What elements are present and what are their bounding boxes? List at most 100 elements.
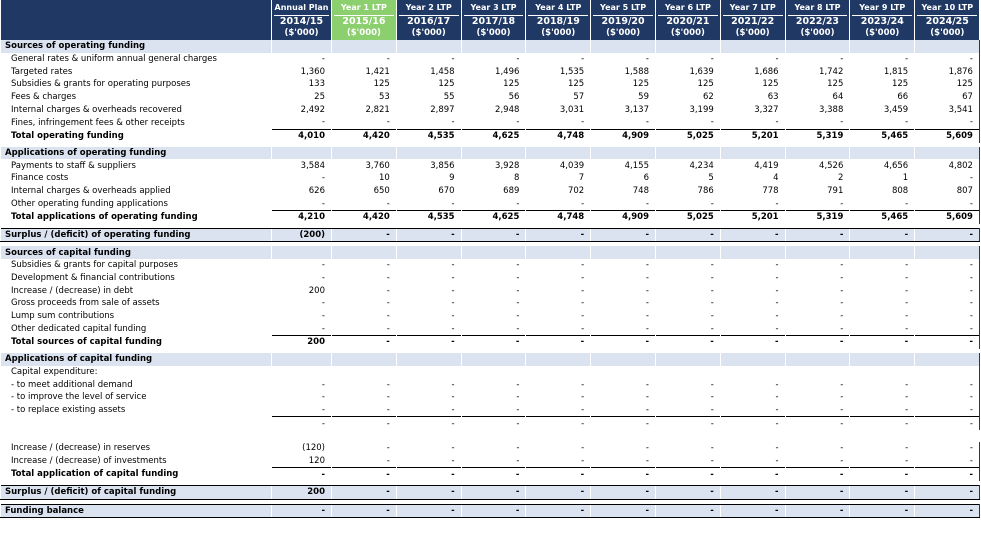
spacer-row bbox=[0, 481, 980, 486]
value-cell: - bbox=[395, 416, 462, 430]
value-cell: - bbox=[395, 390, 462, 404]
column-header-year: 2023/24 bbox=[852, 15, 913, 28]
value-cell: - bbox=[784, 259, 850, 272]
table-row: Fines, infringement fees & other receipt… bbox=[0, 116, 980, 130]
column-header-year: 2014/15 bbox=[274, 15, 329, 28]
value-cell: - bbox=[590, 454, 656, 468]
value-cell: 5,319 bbox=[784, 128, 850, 143]
value-cell: - bbox=[460, 467, 526, 481]
summary-row: Surplus / (deficit) of capital funding 20… bbox=[0, 485, 980, 500]
value-cell: 8 bbox=[460, 171, 526, 185]
column-header-unit: ($'000) bbox=[284, 28, 319, 38]
value-cell: 120 bbox=[271, 454, 332, 468]
table-row: Payments to staff & suppliers 3,584 3,760 3… bbox=[0, 159, 980, 172]
value-cell: 125 bbox=[590, 78, 656, 91]
value-cell: - bbox=[849, 297, 915, 310]
value-cell: - bbox=[654, 259, 721, 272]
value-cell: - bbox=[784, 467, 850, 481]
row-label: Total sources of capital funding bbox=[0, 335, 272, 349]
row-label: Sources of capital funding bbox=[0, 246, 272, 259]
value-cell bbox=[914, 246, 980, 259]
value-cell: - bbox=[395, 297, 462, 310]
value-cell bbox=[849, 246, 915, 259]
value-cell bbox=[331, 146, 397, 160]
value-cell: - bbox=[719, 259, 786, 272]
value-cell: - bbox=[914, 297, 980, 310]
value-cell bbox=[525, 146, 591, 160]
value-cell: - bbox=[719, 284, 786, 298]
value-cell: 5,319 bbox=[784, 209, 850, 224]
value-cell: - bbox=[719, 227, 786, 243]
value-cell: - bbox=[525, 197, 591, 211]
value-cell: - bbox=[914, 390, 980, 404]
value-cell: - bbox=[914, 403, 980, 417]
value-cell: - bbox=[654, 116, 721, 130]
value-cell: - bbox=[719, 271, 786, 285]
value-cell bbox=[719, 365, 786, 379]
value-cell bbox=[271, 246, 332, 259]
column-header-title: Year 6 LTP bbox=[664, 3, 711, 12]
value-cell: - bbox=[590, 335, 656, 349]
row-label: Applications of operating funding bbox=[0, 146, 272, 160]
column-header-unit: ($'000) bbox=[865, 28, 900, 38]
value-cell bbox=[460, 246, 526, 259]
value-cell: - bbox=[460, 116, 526, 130]
table-header-row: Annual Plan 2014/15 ($'000) Year 1 LTP 2015/… bbox=[0, 0, 980, 40]
value-cell: - bbox=[331, 297, 397, 310]
value-cell: - bbox=[719, 403, 786, 417]
value-cell: - bbox=[460, 454, 526, 468]
value-cell: - bbox=[331, 335, 397, 349]
value-cell bbox=[395, 146, 462, 160]
value-cell: - bbox=[331, 485, 397, 500]
value-cell: 2,492 bbox=[271, 103, 332, 117]
value-cell bbox=[914, 365, 980, 379]
value-cell: 4,625 bbox=[460, 209, 526, 224]
row-label bbox=[0, 416, 272, 430]
value-cell: - bbox=[395, 503, 462, 519]
column-header-year: 2020/21 bbox=[657, 15, 718, 28]
table-body: Sources of operating funding General rate… bbox=[0, 40, 980, 519]
table-row: Total application of capital funding - - - -… bbox=[0, 467, 980, 481]
value-cell bbox=[784, 40, 850, 53]
table-row: Finance costs -10 9 8 7 6 5 4 2 1- bbox=[0, 171, 980, 185]
column-header-3: Year 3 LTP 2017/18 ($'000) bbox=[460, 0, 526, 40]
row-label: General rates & uniform annual general c… bbox=[0, 52, 272, 66]
value-cell: - bbox=[460, 322, 526, 336]
column-header-title: Year 9 LTP bbox=[859, 3, 906, 12]
value-cell: - bbox=[525, 335, 591, 349]
column-header-unit: ($'000) bbox=[476, 28, 511, 38]
blank-row bbox=[0, 429, 980, 442]
column-header-year: 2022/23 bbox=[787, 15, 848, 28]
value-cell: 5,465 bbox=[849, 209, 915, 224]
value-cell: - bbox=[654, 441, 721, 455]
value-cell: - bbox=[271, 259, 332, 272]
value-cell: 1,742 bbox=[784, 65, 850, 79]
value-cell: - bbox=[271, 322, 332, 336]
value-cell: - bbox=[914, 271, 980, 285]
table-row: - to improve the level of service - - - - - - -… bbox=[0, 390, 980, 404]
value-cell: - bbox=[271, 271, 332, 285]
value-cell: 1,686 bbox=[719, 65, 786, 79]
column-header-unit: ($'000) bbox=[735, 28, 770, 38]
value-cell: - bbox=[525, 322, 591, 336]
table-row: Development & financial contributions - - -… bbox=[0, 271, 980, 285]
table-row: Gross proceeds from sale of assets - - - - - -… bbox=[0, 297, 980, 310]
value-cell: - bbox=[914, 335, 980, 349]
table-row: - to replace existing assets - - - - - - - - - - - bbox=[0, 403, 980, 417]
column-header-6: Year 6 LTP 2020/21 ($'000) bbox=[654, 0, 721, 40]
value-cell: - bbox=[460, 259, 526, 272]
blank-cell bbox=[0, 429, 980, 442]
value-cell: - bbox=[460, 271, 526, 285]
value-cell: - bbox=[784, 378, 850, 391]
value-cell: 4,748 bbox=[525, 128, 591, 143]
value-cell: 125 bbox=[719, 78, 786, 91]
value-cell: - bbox=[784, 52, 850, 66]
value-cell: 3,327 bbox=[719, 103, 786, 117]
table-row: Total applications of operating funding 4… bbox=[0, 209, 980, 224]
value-cell: 4,535 bbox=[395, 128, 462, 143]
value-cell: 5,201 bbox=[719, 128, 786, 143]
value-cell: - bbox=[525, 390, 591, 404]
value-cell: - bbox=[914, 467, 980, 481]
value-cell: 125 bbox=[784, 78, 850, 91]
value-cell: - bbox=[849, 441, 915, 455]
